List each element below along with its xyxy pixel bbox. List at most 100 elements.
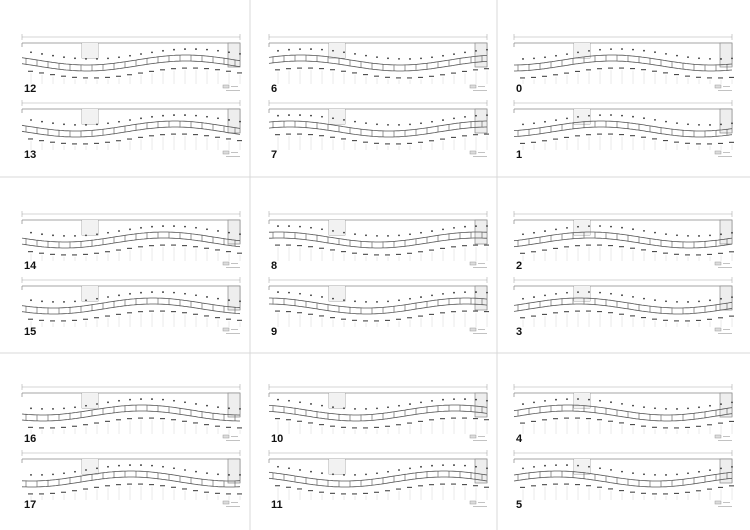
marker-dot [85, 404, 87, 407]
marker-dot [277, 225, 279, 227]
drawing-panel: 1 [513, 100, 734, 161]
end-block [719, 219, 733, 245]
marker-dot [731, 57, 733, 60]
marker-dot [239, 53, 241, 55]
marker-dot [698, 470, 700, 473]
marker-dot [464, 464, 466, 467]
marker-dot [376, 472, 378, 475]
marker-dot [299, 48, 301, 50]
drawing-panel: 9 [268, 277, 489, 338]
marker-dot [720, 297, 722, 300]
band-edge [513, 470, 733, 482]
marker-dot [687, 56, 689, 59]
marker-dot [588, 49, 590, 52]
legend-swatch [222, 434, 230, 439]
marker-dot [376, 56, 378, 59]
marker-dot [118, 56, 120, 59]
marker-dot [464, 291, 466, 293]
legend-swatch [469, 327, 477, 332]
marker-dot [431, 464, 433, 467]
marker-dot [52, 122, 54, 125]
band-edge [513, 120, 733, 132]
marker-dot [118, 120, 120, 123]
notch-fill [82, 286, 98, 301]
notch-fill [574, 393, 590, 408]
marker-dot [365, 473, 367, 476]
marker-dot [566, 53, 568, 55]
legend-swatch [469, 84, 477, 89]
marker-dot [610, 469, 612, 471]
marker-dot [698, 406, 700, 409]
marker-dot [621, 294, 623, 297]
marker-dot [698, 124, 700, 126]
marker-dot [30, 407, 32, 410]
marker-dot [96, 403, 98, 405]
marker-dot [442, 398, 444, 401]
marker-dot [654, 231, 656, 234]
marker-dot [206, 115, 208, 118]
marker-dot [184, 401, 186, 404]
marker-dot [687, 472, 689, 475]
panel-label: 3 [516, 326, 522, 338]
marker-dot [420, 122, 422, 125]
marker-dot [217, 406, 219, 409]
marker-dot [544, 399, 546, 402]
marker-dot [217, 117, 219, 120]
legend-swatch [222, 84, 230, 89]
marker-dot [387, 235, 389, 237]
notch-fill [82, 393, 98, 408]
marker-dot [52, 408, 54, 410]
end-block [719, 42, 733, 68]
band-edge [21, 237, 241, 249]
marker-dot [107, 57, 109, 60]
marker-dot [431, 399, 433, 402]
marker-dot [321, 115, 323, 118]
marker-dot [731, 465, 733, 468]
marker-dot [566, 398, 568, 400]
band-edge [513, 410, 733, 422]
marker-dot [555, 54, 557, 57]
marker-dot [321, 472, 323, 475]
marker-dot [643, 49, 645, 52]
marker-dot [299, 292, 301, 295]
marker-dot [343, 51, 345, 54]
marker-dot [332, 230, 334, 232]
marker-dot [387, 406, 389, 409]
marker-dot [409, 58, 411, 60]
marker-dot [464, 115, 466, 118]
marker-dot [321, 48, 323, 51]
marker-dot [533, 231, 535, 234]
marker-dot [162, 398, 164, 401]
marker-dot [277, 398, 279, 401]
marker-dot [85, 58, 87, 60]
marker-dot [720, 403, 722, 406]
marker-dot [610, 292, 612, 295]
marker-dot [288, 291, 290, 294]
marker-dot [555, 228, 557, 231]
marker-dot [41, 474, 43, 476]
marker-dot [588, 225, 590, 227]
marker-dot [632, 472, 634, 475]
marker-dot [30, 119, 32, 121]
marker-dot [228, 407, 230, 410]
marker-dot [731, 401, 733, 404]
marker-dot [409, 403, 411, 405]
notch-fill [574, 109, 590, 124]
marker-dot [107, 401, 109, 404]
marker-dot [239, 120, 241, 123]
marker-dot [140, 398, 142, 400]
band-edge [513, 237, 733, 249]
end-block [474, 392, 488, 418]
end-block [474, 458, 488, 484]
marker-dot [74, 57, 76, 60]
marker-dot [354, 408, 356, 410]
marker-dot [354, 300, 356, 303]
drawing-panel: 13 [21, 100, 242, 161]
marker-dot [74, 406, 76, 409]
marker-dot [632, 115, 634, 118]
legend-swatch [714, 150, 722, 155]
marker-dot [431, 294, 433, 297]
marker-dot [555, 119, 557, 121]
marker-dot [129, 292, 131, 295]
